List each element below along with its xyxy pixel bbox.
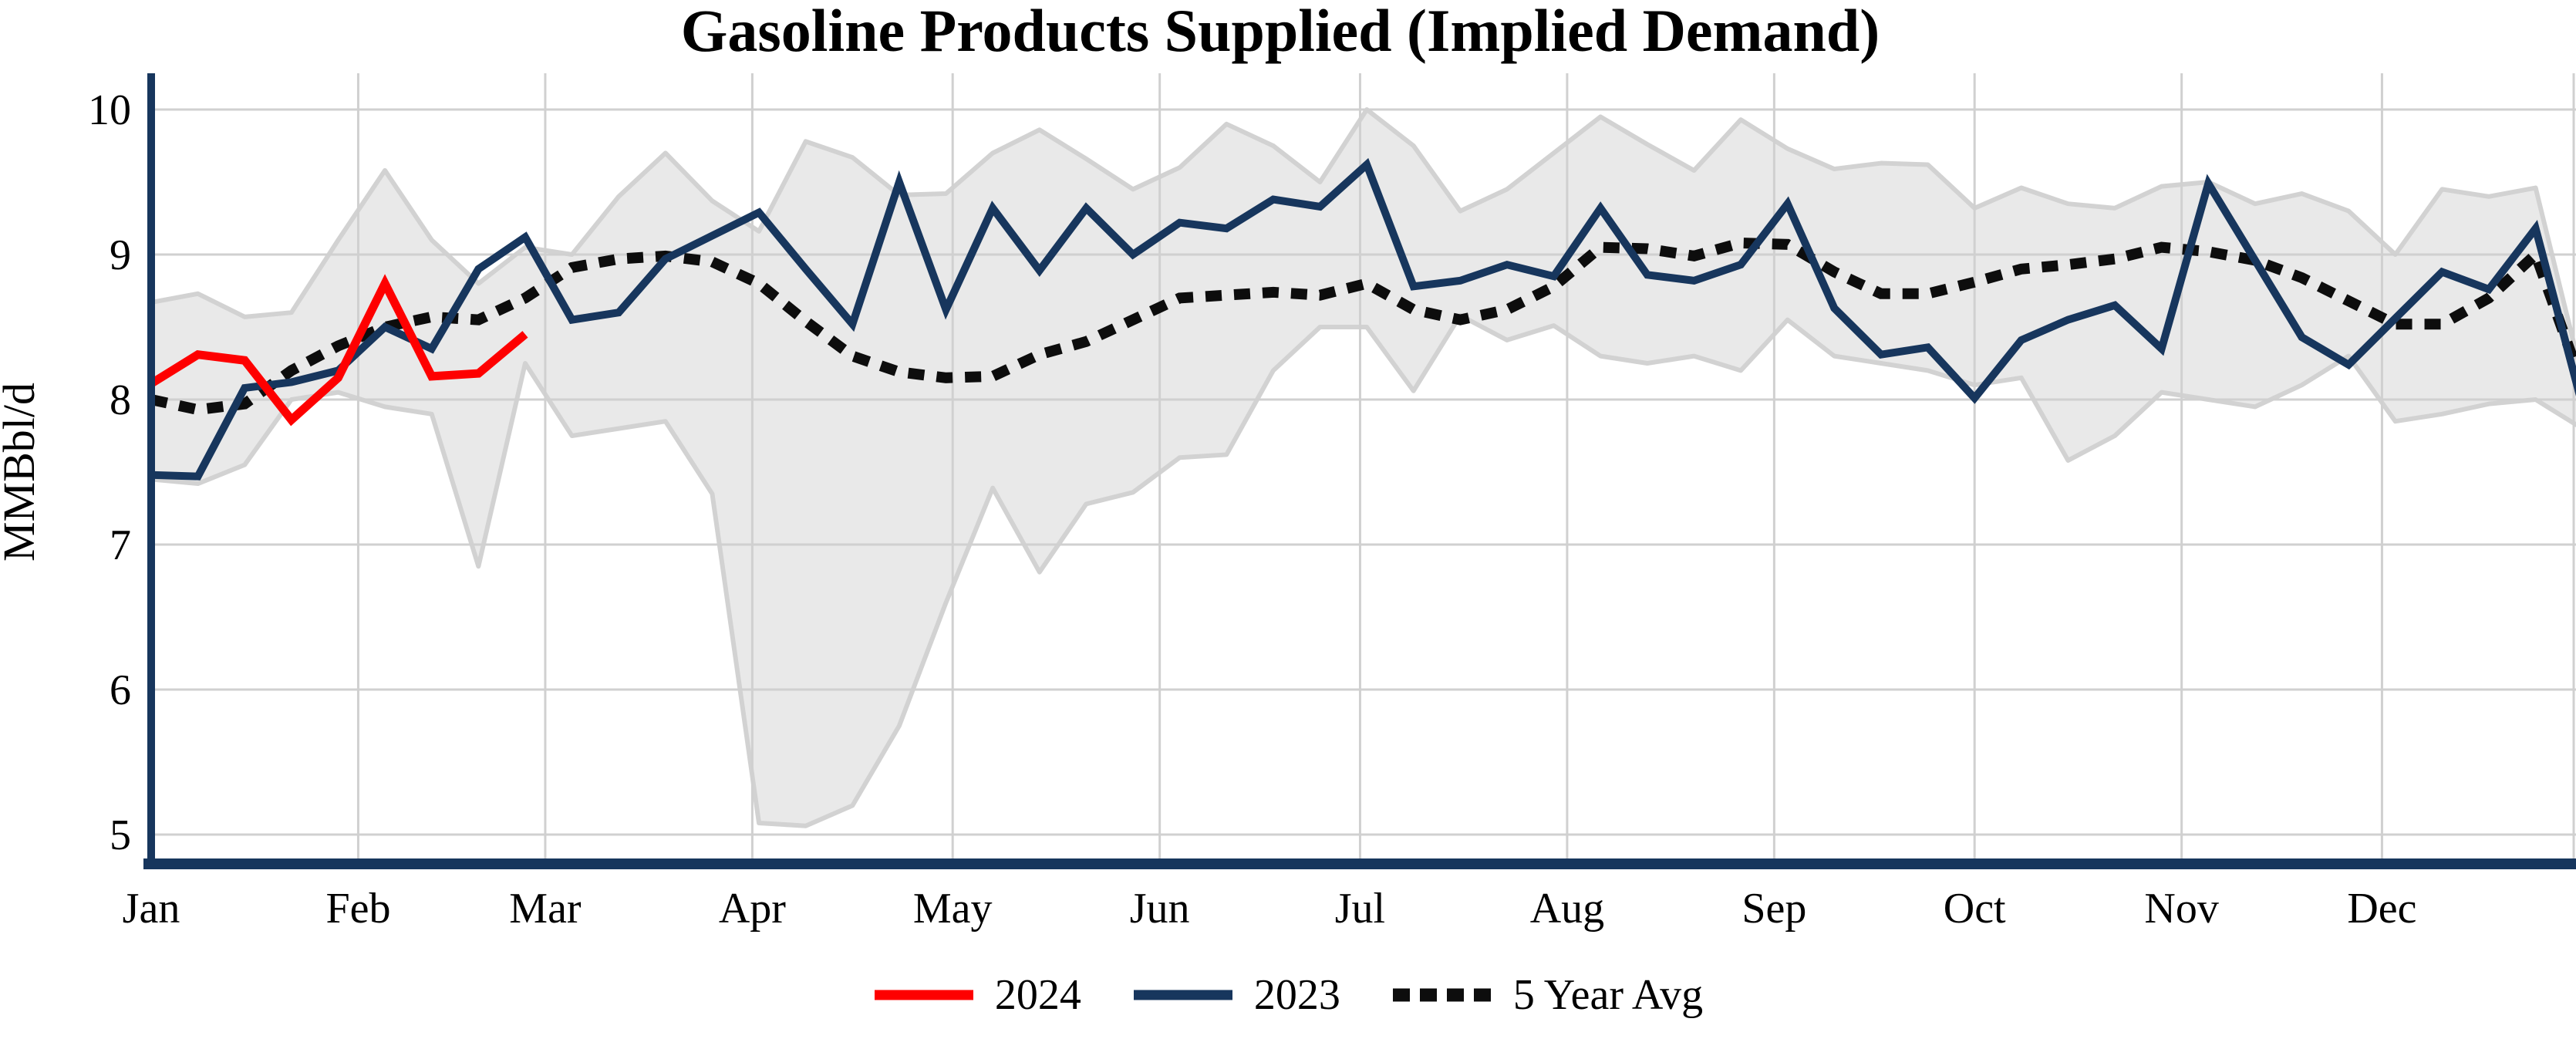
- y-tick-label-7: 7: [110, 521, 131, 569]
- line-2023: [150, 157, 2576, 481]
- y-tick-label-6: 6: [110, 666, 131, 714]
- y-tick-label-5: 5: [110, 811, 131, 859]
- band-layer: [150, 107, 2576, 828]
- label-layer: 10 9 8 7 6 5 Jan Feb Mar Apr May Jun Jul Aug Sep Oct Nov…: [88, 86, 2417, 933]
- x-month-label-nov: Nov: [2144, 885, 2218, 933]
- legend-item-2023: 2023: [1132, 970, 1340, 1020]
- legend-swatch-2023-line-icon: [1133, 990, 1232, 1000]
- axis-layer: [143, 73, 2576, 869]
- x-month-label-may: May: [913, 885, 993, 933]
- x-month-label-apr: Apr: [719, 885, 786, 933]
- legend-item-5yr-avg: 5 Year Avg: [1391, 970, 1703, 1020]
- x-axis-baseline: [143, 858, 2576, 869]
- legend-swatch-5yr-avg-dotted-icon: [1392, 988, 1492, 1002]
- line-5yr-avg: [150, 237, 2576, 416]
- x-month-label-sep: Sep: [1741, 885, 1806, 933]
- grid-layer: [150, 73, 2576, 864]
- series-layer: [149, 157, 2576, 481]
- legend-item-2024: 2024: [873, 970, 1081, 1020]
- x-month-label-mar: Mar: [509, 885, 582, 933]
- x-month-label-jun: Jun: [1130, 885, 1190, 933]
- band-edge-lower: [150, 312, 2576, 828]
- legend: 2024 2023 5 Year Avg: [0, 970, 2576, 1020]
- legend-label-5yr-avg: 5 Year Avg: [1512, 971, 1704, 1019]
- line-2024: [149, 274, 528, 427]
- legend-swatch-2024-line-icon: [874, 990, 973, 1000]
- x-month-label-jan: Jan: [123, 885, 180, 933]
- chart-title: Gasoline Products Supplied (Implied Dema…: [681, 0, 1880, 64]
- x-month-label-jul: Jul: [1335, 885, 1385, 933]
- legend-label-2024: 2024: [994, 971, 1081, 1019]
- y-tick-label-10: 10: [88, 86, 131, 134]
- y-tick-label-9: 9: [110, 231, 131, 279]
- x-month-label-dec: Dec: [2347, 885, 2416, 933]
- x-month-label-oct: Oct: [1944, 885, 2006, 933]
- band-area-5yr-range: [151, 110, 2576, 826]
- x-month-label-aug: Aug: [1530, 885, 1604, 933]
- y-axis-title: MMBbl/d: [0, 383, 44, 562]
- x-month-label-feb: Feb: [325, 885, 390, 933]
- y-axis-spine: [147, 73, 155, 869]
- legend-label-2023: 2023: [1253, 971, 1340, 1019]
- y-tick-label-8: 8: [110, 376, 131, 424]
